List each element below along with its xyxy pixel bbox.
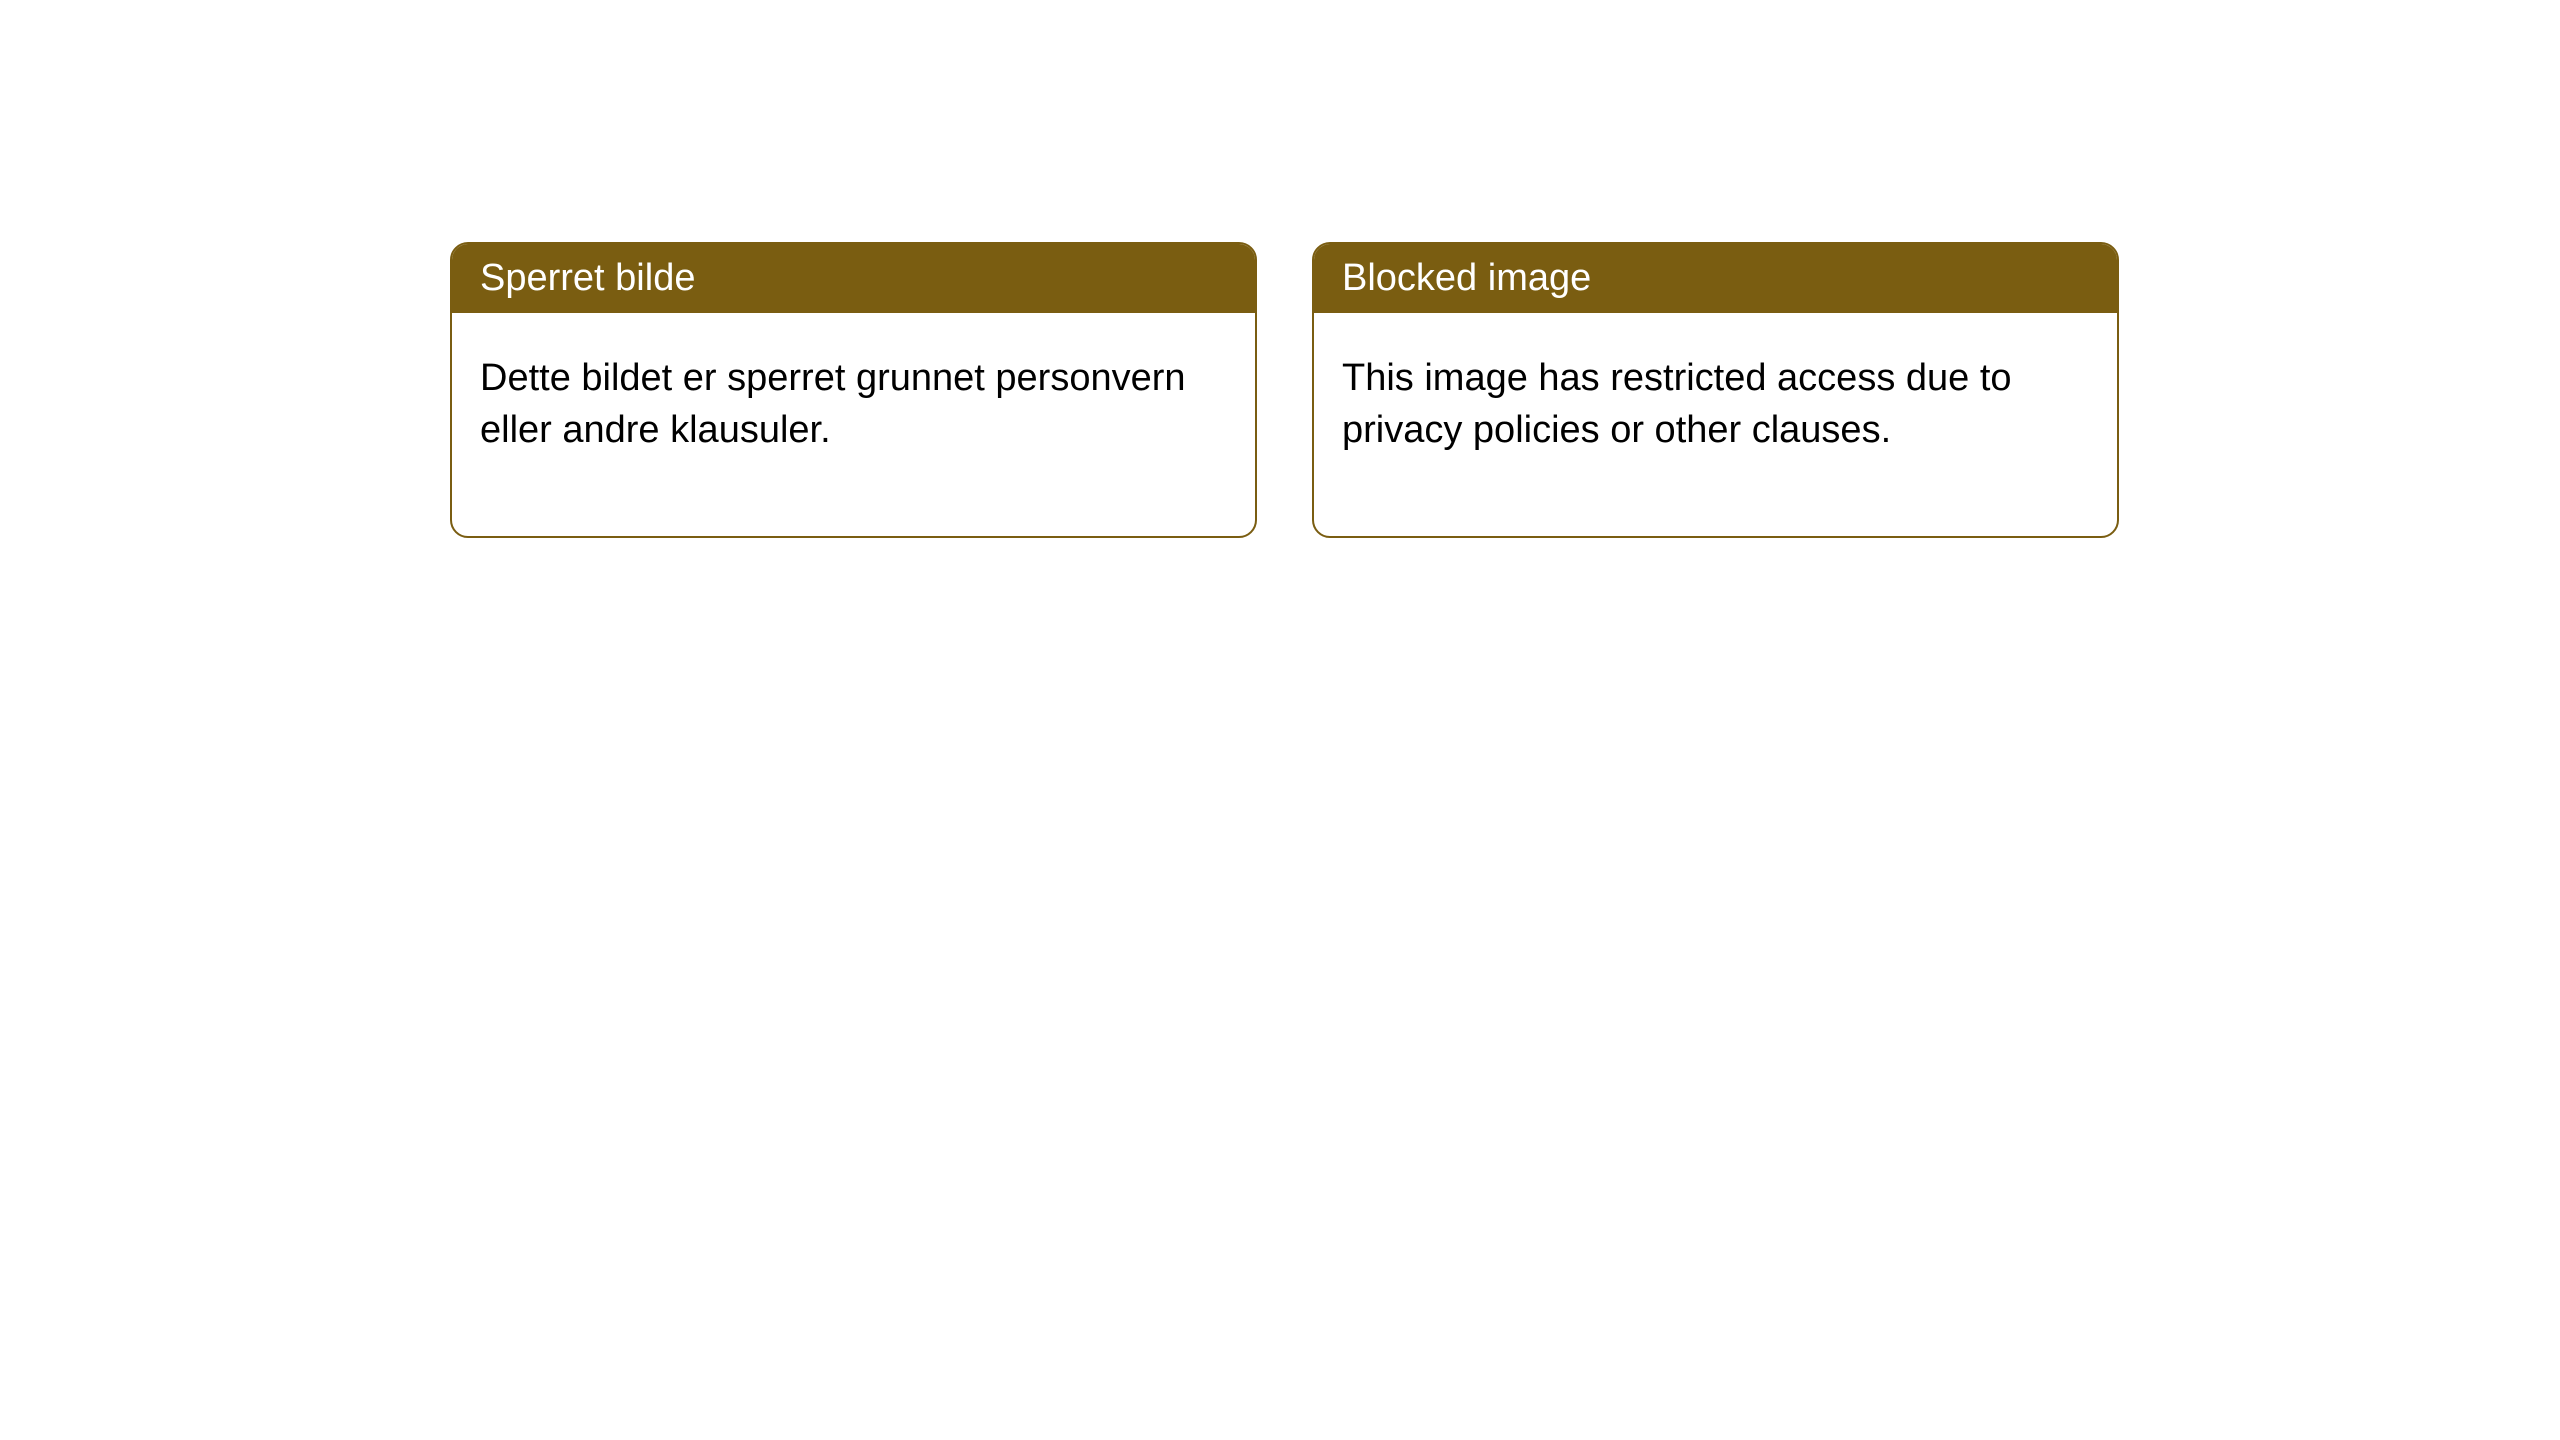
notice-title: Sperret bilde [452,244,1255,313]
notice-box-norwegian: Sperret bilde Dette bildet er sperret gr… [450,242,1257,538]
notice-body: This image has restricted access due to … [1314,313,2117,536]
notice-container: Sperret bilde Dette bildet er sperret gr… [450,242,2119,538]
notice-box-english: Blocked image This image has restricted … [1312,242,2119,538]
notice-body: Dette bildet er sperret grunnet personve… [452,313,1255,536]
notice-title: Blocked image [1314,244,2117,313]
